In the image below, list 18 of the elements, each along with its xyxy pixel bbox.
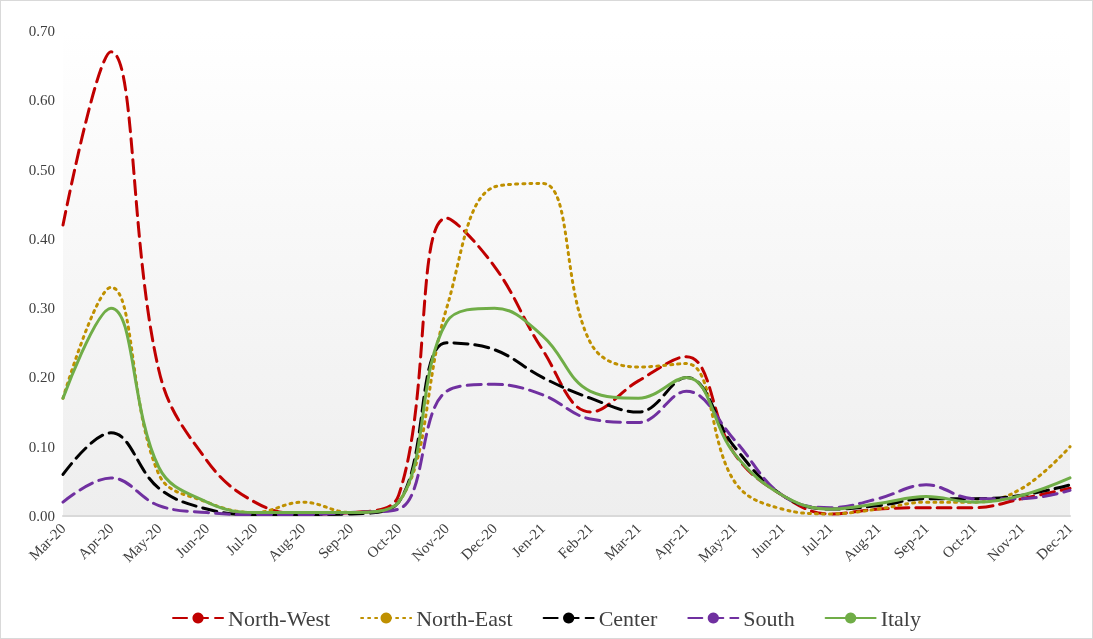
legend-label: Italy [880, 605, 921, 631]
line-series [61, 306, 1072, 515]
y-tick-label: 0.00 [28, 508, 55, 524]
line-series [61, 181, 1072, 516]
y-tick-label: 0.60 [28, 92, 55, 109]
y-tick-label: 0.30 [28, 300, 55, 317]
y-tick-label: 0.10 [28, 438, 55, 455]
y-tick-label: 0.50 [28, 161, 55, 178]
line-series [61, 341, 1072, 517]
legend-label: Center [598, 605, 658, 631]
legend-label: North-West [228, 605, 331, 631]
y-tick-label: 0.70 [28, 23, 55, 39]
legend-label: South [743, 605, 795, 631]
line-series [61, 50, 1072, 516]
y-tick-label: 0.20 [28, 369, 55, 386]
legend-label: North-East [416, 605, 513, 631]
line-series [61, 382, 1072, 517]
y-tick-label: 0.40 [28, 230, 55, 247]
